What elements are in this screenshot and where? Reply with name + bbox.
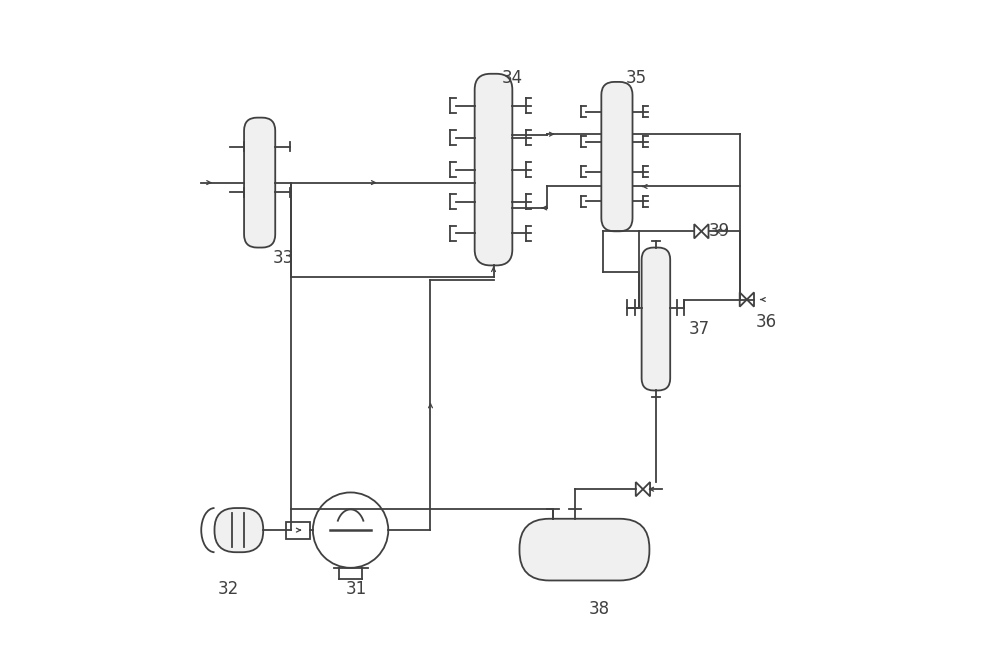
Text: 39: 39 [709,221,730,240]
Text: 34: 34 [502,69,523,87]
FancyBboxPatch shape [214,508,263,552]
FancyBboxPatch shape [475,74,512,266]
FancyBboxPatch shape [601,82,633,231]
FancyBboxPatch shape [244,118,275,247]
Text: 32: 32 [217,580,239,598]
Bar [286,521,310,538]
Text: 33: 33 [273,249,294,267]
Text: 38: 38 [589,600,610,618]
Text: 37: 37 [688,320,710,339]
FancyBboxPatch shape [642,247,670,391]
Text: 36: 36 [755,312,776,331]
FancyBboxPatch shape [519,519,649,581]
Text: 35: 35 [625,69,646,87]
Text: 31: 31 [346,580,367,598]
